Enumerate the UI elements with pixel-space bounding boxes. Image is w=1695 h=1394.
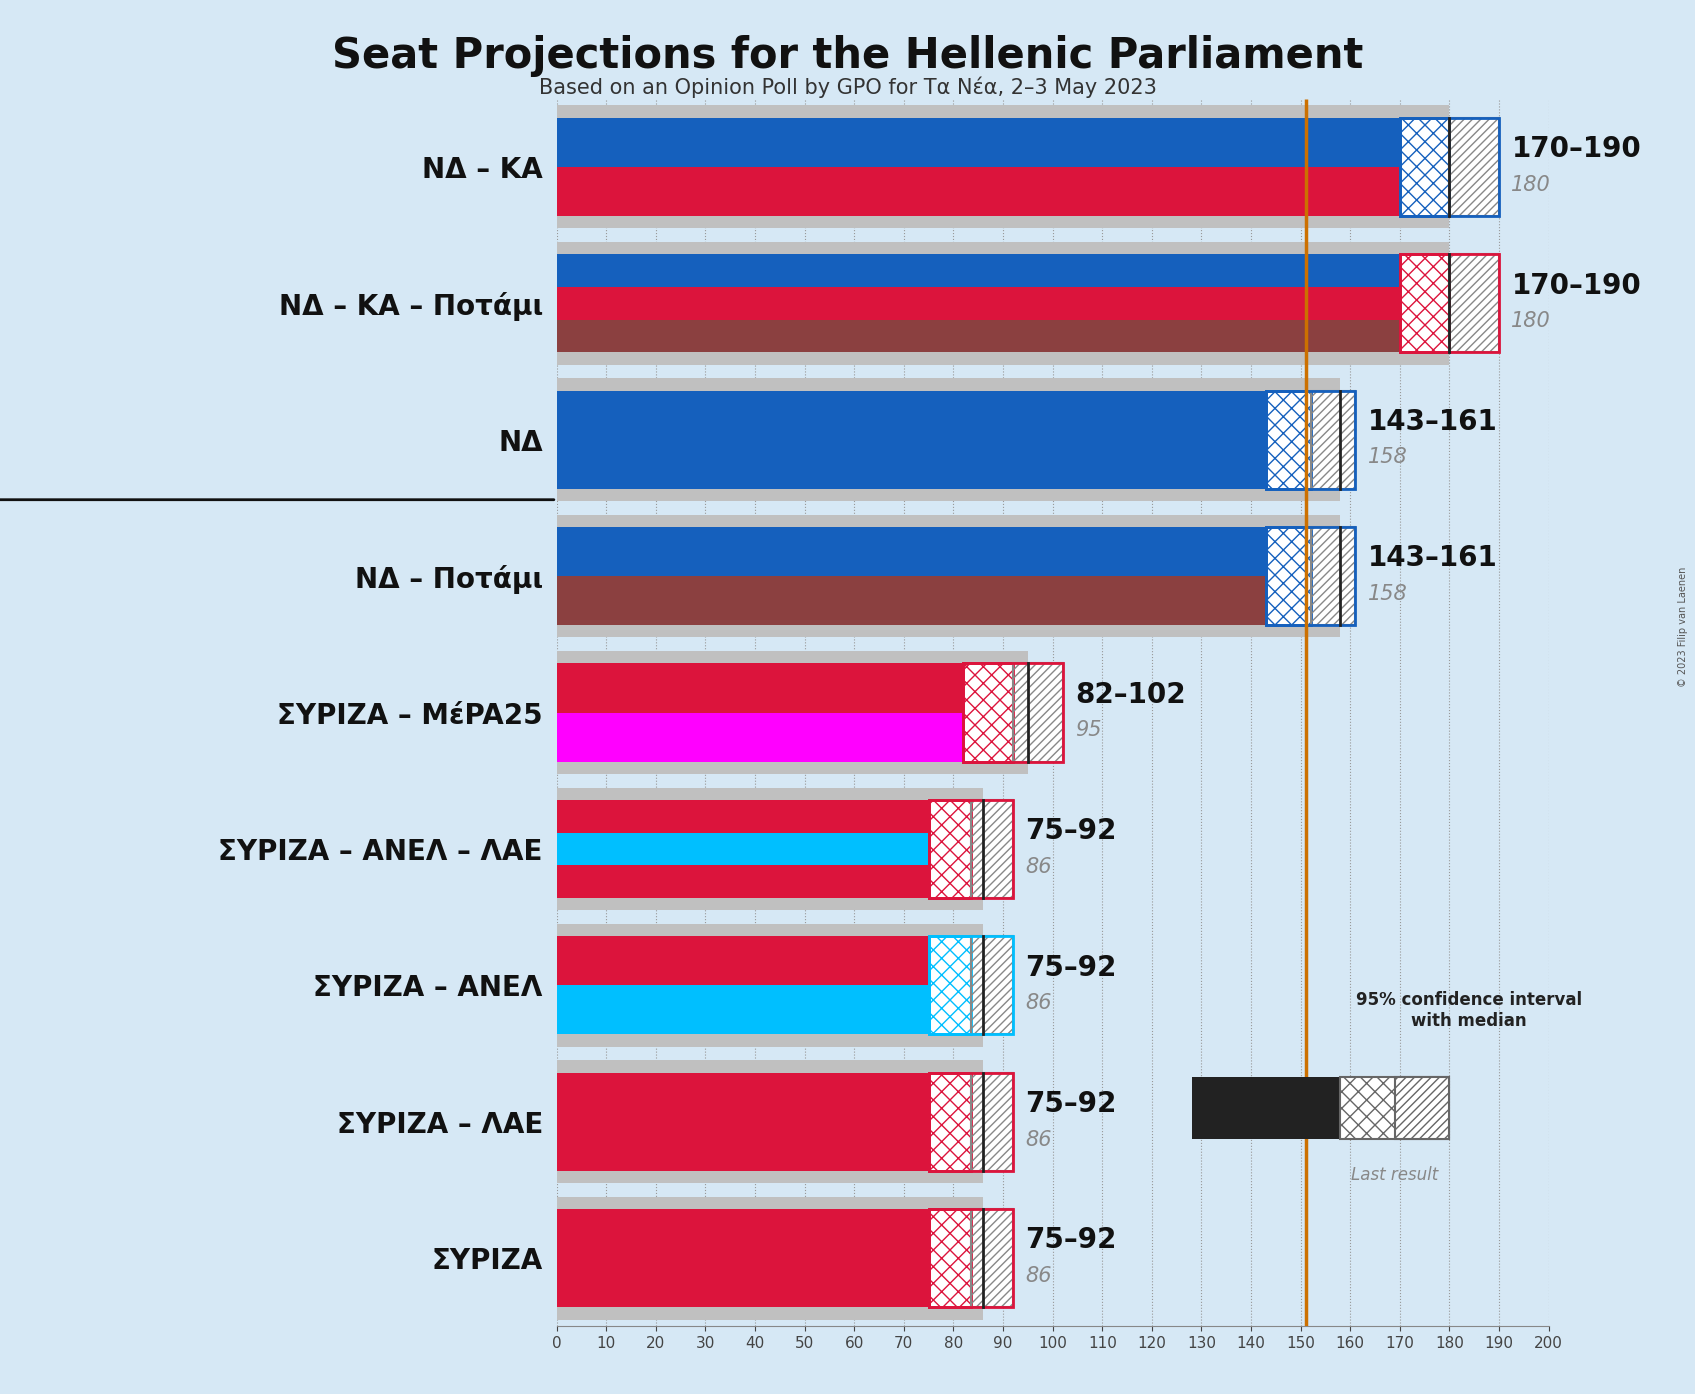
- Bar: [929, 800, 1014, 898]
- Bar: [1266, 390, 1356, 489]
- Bar: [1400, 117, 1498, 216]
- Text: © 2023 Filip van Laenen: © 2023 Filip van Laenen: [1678, 567, 1688, 687]
- Text: 82–102: 82–102: [1075, 680, 1185, 708]
- Text: Based on an Opinion Poll by GPO for Τα Νέα, 2–3 May 2023: Based on an Opinion Poll by GPO for Τα Ν…: [539, 77, 1156, 98]
- Bar: [556, 117, 1498, 167]
- Bar: [556, 788, 983, 910]
- Bar: [1310, 390, 1356, 489]
- Bar: [1400, 254, 1498, 353]
- Bar: [963, 664, 1063, 761]
- Bar: [556, 167, 1498, 216]
- Bar: [963, 664, 1014, 761]
- Bar: [1266, 527, 1356, 626]
- Text: 143–161: 143–161: [1368, 545, 1497, 573]
- Bar: [556, 576, 1356, 626]
- Bar: [971, 800, 1014, 898]
- Bar: [556, 106, 1449, 229]
- Bar: [929, 937, 1014, 1034]
- Text: 75–92: 75–92: [1025, 1090, 1117, 1118]
- Text: 158: 158: [1368, 447, 1407, 467]
- Text: 95% confidence interval
with median: 95% confidence interval with median: [1356, 991, 1583, 1030]
- Bar: [929, 1209, 1014, 1308]
- Bar: [971, 1072, 1014, 1171]
- Text: 95: 95: [1075, 721, 1102, 740]
- Bar: [1266, 527, 1310, 626]
- Bar: [1449, 117, 1498, 216]
- Text: 143–161: 143–161: [1368, 408, 1497, 436]
- Text: 86: 86: [1025, 857, 1053, 877]
- Bar: [929, 1072, 1014, 1171]
- Text: 170–190: 170–190: [1512, 272, 1641, 300]
- Bar: [1400, 117, 1449, 216]
- Bar: [556, 1061, 983, 1184]
- Bar: [1014, 664, 1063, 761]
- Bar: [929, 937, 1014, 1034]
- Bar: [1266, 390, 1356, 489]
- Bar: [556, 937, 1014, 986]
- Text: 180: 180: [1512, 174, 1551, 195]
- Bar: [929, 800, 971, 898]
- Bar: [929, 1072, 1014, 1171]
- Text: 86: 86: [1025, 993, 1053, 1013]
- Bar: [1266, 527, 1356, 626]
- Bar: [1310, 527, 1356, 626]
- Bar: [556, 712, 1063, 761]
- Bar: [929, 800, 1014, 898]
- Bar: [971, 937, 1014, 1034]
- Text: 170–190: 170–190: [1512, 135, 1641, 163]
- Bar: [556, 287, 1498, 319]
- Bar: [556, 924, 983, 1047]
- Text: Last result: Last result: [1351, 1167, 1439, 1184]
- Bar: [1400, 254, 1449, 353]
- Bar: [556, 651, 1027, 774]
- Text: Seat Projections for the Hellenic Parliament: Seat Projections for the Hellenic Parlia…: [332, 35, 1363, 77]
- Text: 158: 158: [1368, 584, 1407, 604]
- Text: 86: 86: [1025, 1129, 1053, 1150]
- Bar: [1192, 1078, 1341, 1139]
- Bar: [556, 243, 1449, 365]
- Bar: [556, 832, 1014, 866]
- Bar: [1266, 390, 1310, 489]
- Bar: [1341, 1078, 1449, 1139]
- Bar: [929, 1209, 1014, 1308]
- Bar: [556, 1197, 983, 1320]
- Bar: [963, 664, 1063, 761]
- Bar: [1400, 117, 1498, 216]
- Text: 75–92: 75–92: [1025, 953, 1117, 981]
- Bar: [1395, 1078, 1449, 1139]
- Bar: [1400, 254, 1498, 353]
- Text: 75–92: 75–92: [1025, 817, 1117, 845]
- Bar: [1449, 254, 1498, 353]
- Bar: [556, 1072, 1014, 1171]
- Text: 86: 86: [1025, 1266, 1053, 1285]
- Bar: [556, 1209, 1014, 1308]
- Bar: [556, 986, 1014, 1034]
- Bar: [556, 378, 1341, 500]
- Bar: [556, 319, 1498, 353]
- Bar: [929, 1209, 971, 1308]
- Bar: [556, 664, 1063, 712]
- Bar: [556, 514, 1341, 637]
- Bar: [556, 254, 1498, 287]
- Bar: [556, 527, 1356, 576]
- Bar: [556, 800, 1014, 832]
- Bar: [556, 390, 1356, 489]
- Bar: [556, 866, 1014, 898]
- Bar: [971, 1209, 1014, 1308]
- Text: 180: 180: [1512, 311, 1551, 330]
- Bar: [929, 937, 971, 1034]
- Bar: [929, 1072, 971, 1171]
- Text: 75–92: 75–92: [1025, 1227, 1117, 1255]
